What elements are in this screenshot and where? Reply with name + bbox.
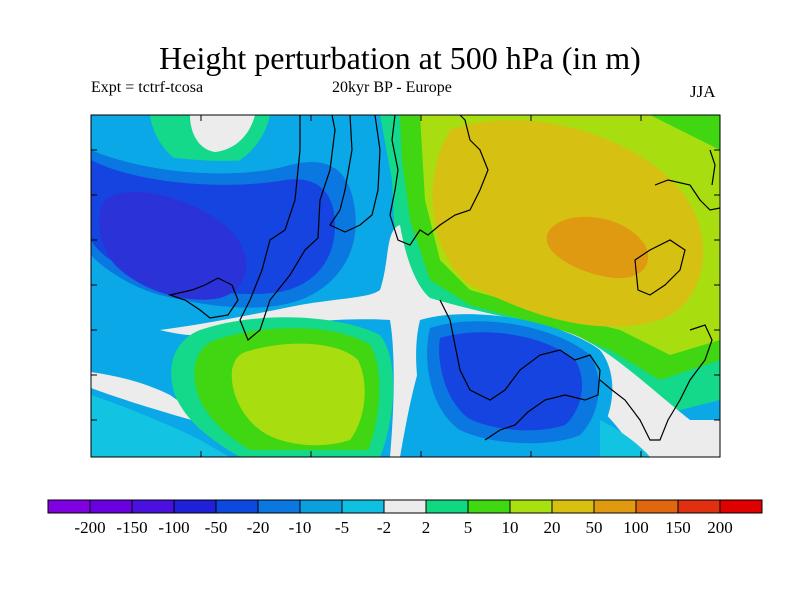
experiment-label: Expt = tctrf-tcosa [91, 79, 204, 96]
colorbar-swatch [593, 499, 637, 514]
contour-map [90, 114, 721, 458]
colorbar-tick-label: -50 [205, 518, 228, 537]
colorbar-swatch [425, 499, 469, 514]
colorbar-swatch [173, 499, 217, 514]
colorbar-tick-label: 2 [422, 518, 431, 537]
colorbar-tick-label: 5 [464, 518, 473, 537]
colorbar-tick-label: -20 [247, 518, 270, 537]
contour-east-very-pos [546, 216, 649, 279]
colorbar-swatch [677, 499, 721, 514]
colorbar-boxes [47, 499, 763, 514]
coastline-mediterranean-east [599, 324, 713, 441]
colorbar-swatch [89, 499, 133, 514]
colorbar-tick-label: -5 [335, 518, 349, 537]
contour-nw-very-neg [99, 191, 247, 300]
colorbar-tick-label: 10 [502, 518, 519, 537]
colorbar-tick-label: -10 [289, 518, 312, 537]
coastline-north-norway [709, 149, 716, 186]
period-region-label: 20kyr BP - Europe [332, 79, 452, 96]
colorbar-swatch [467, 499, 511, 514]
coastline-iberia-europe [439, 299, 601, 441]
coastlines [167, 115, 720, 441]
contour-sw-near-zero-neg [91, 395, 230, 457]
colorbar-swatch [215, 499, 259, 514]
colorbar-tick-label: -2 [377, 518, 391, 537]
colorbar-swatch [299, 499, 343, 514]
colorbar-swatch [341, 499, 385, 514]
coastline-british-isles [167, 277, 239, 319]
coastline-scandinavia [389, 115, 489, 246]
season-label: JJA [690, 82, 716, 101]
colorbar-tick-label: 50 [586, 518, 603, 537]
colorbar-tick-label: 100 [623, 518, 649, 537]
colorbar-swatch [257, 499, 301, 514]
colorbar-swatch [383, 499, 427, 514]
map-ticks [90, 115, 720, 457]
contour-fills [91, 115, 720, 457]
plot-title: Height perturbation at 500 hPa (in m) [159, 40, 641, 76]
colorbar-swatch [635, 499, 679, 514]
contour-south-mid-pos [231, 343, 365, 446]
colorbar-tick-label: -200 [74, 518, 105, 537]
colorbar-tick-label: 200 [707, 518, 733, 537]
colorbar-tick-label: -150 [116, 518, 147, 537]
colorbar-swatch [551, 499, 595, 514]
colorbar-tick-label: 150 [665, 518, 691, 537]
colorbar-labels: -200 -150 -100 -50 -20 -10 -5 -2 2 5 10 20 50 100 150 2… [74, 518, 732, 537]
contour-zero-band-central [160, 225, 720, 457]
contour-nw-near-zero [190, 115, 255, 152]
contour-far-se-near-zero-neg [600, 420, 650, 457]
coastline-northeast [654, 179, 720, 211]
colorbar-tick-label: -100 [158, 518, 189, 537]
coastline-caspian [634, 239, 686, 296]
colorbar-tick-label: 20 [544, 518, 561, 537]
colorbar-swatch [131, 499, 175, 514]
contour-se-strong-neg [439, 332, 583, 431]
colorbar-swatch [47, 499, 91, 514]
coastline-greenland [239, 115, 336, 341]
colorbar-swatch [509, 499, 553, 514]
colorbar-swatch [719, 499, 763, 514]
coastline-iceland-svalbard [329, 115, 381, 233]
